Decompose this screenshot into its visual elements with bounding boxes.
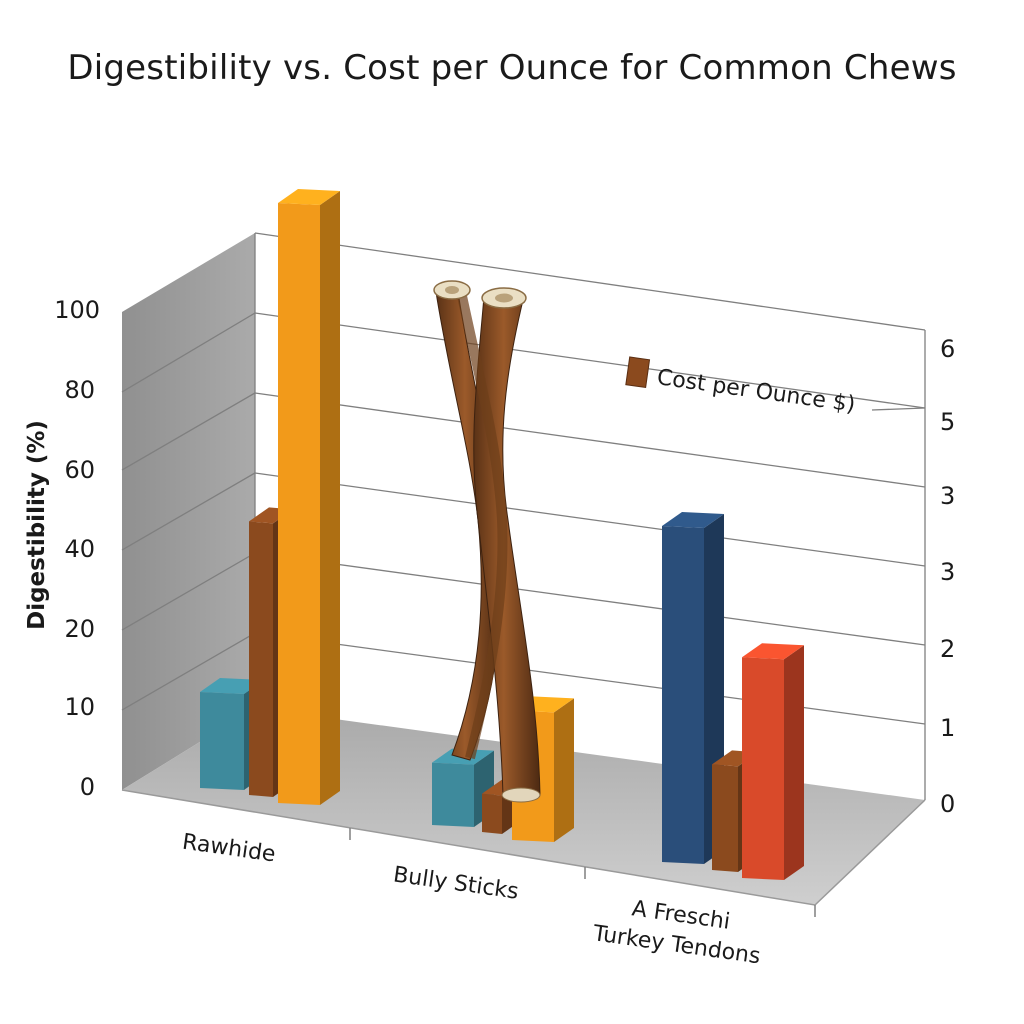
bully-stick-illustration: [433, 280, 541, 803]
bar-front: [249, 521, 273, 797]
left-tick-label: 80: [64, 376, 95, 404]
bar-side: [784, 645, 804, 880]
chart-title: Digestibility vs. Cost per Ounce for Com…: [67, 48, 957, 88]
left-tick-label: 10: [64, 693, 95, 721]
bar-front: [278, 203, 320, 805]
left-tick-label: 40: [64, 535, 95, 563]
right-tick-label: 1: [940, 714, 955, 742]
left-tick-label: 100: [54, 296, 100, 324]
bar-front: [200, 692, 244, 790]
legend-swatch: [625, 356, 651, 389]
category-label: Rawhide: [181, 830, 277, 868]
right-tick-label: 6: [940, 335, 955, 363]
y-axis-label: Digestibility (%): [24, 420, 50, 630]
category-label: Bully Sticks: [392, 862, 521, 904]
category-label: A FreschiTurkey Tendons: [591, 891, 767, 969]
bar-top: [200, 678, 264, 694]
bar-top: [742, 643, 804, 660]
bar-top: [662, 512, 724, 528]
bar: [742, 643, 804, 880]
left-tick-label: 0: [80, 773, 95, 801]
legend: Cost per Ounce $): [625, 356, 857, 418]
bar-top: [278, 189, 340, 205]
bar: [432, 748, 494, 827]
right-tick-label: 3: [940, 482, 955, 510]
right-tick-label: 3: [940, 558, 955, 586]
left-tick-label: 20: [64, 615, 95, 643]
bar-front: [482, 793, 502, 834]
right-tick-label: 2: [940, 635, 955, 663]
bar-side: [320, 191, 340, 805]
right-tick-label: 0: [940, 790, 955, 818]
right-tick-label: 5: [940, 408, 955, 436]
bar-front: [662, 526, 704, 864]
bar-front: [712, 764, 738, 872]
bar: [278, 189, 340, 805]
left-tick-label: 60: [64, 456, 95, 484]
legend-label: Cost per Ounce $): [655, 365, 856, 418]
bar-front: [432, 762, 474, 827]
bar-front: [742, 657, 784, 880]
bar-side: [554, 698, 574, 842]
